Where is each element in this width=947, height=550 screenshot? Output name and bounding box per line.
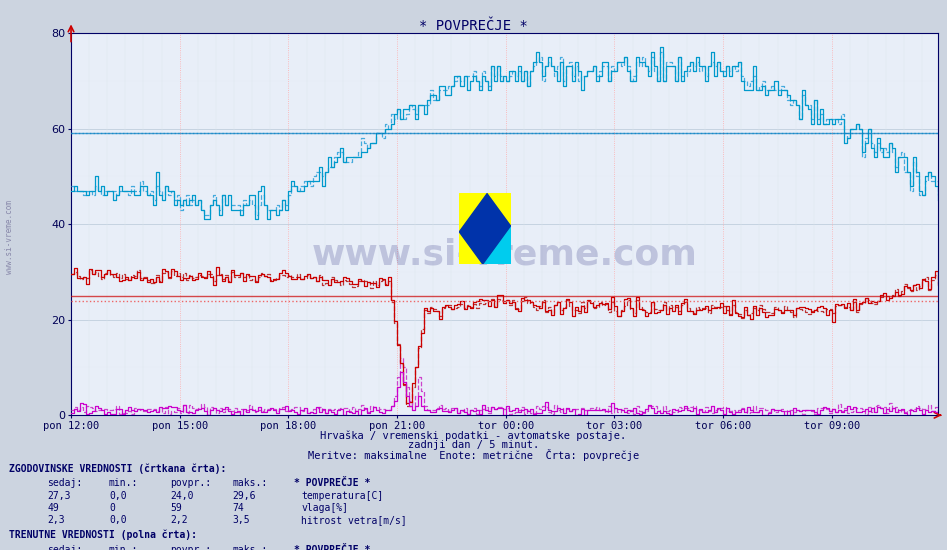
Text: 27,3: 27,3 xyxy=(47,491,71,501)
Text: Hrvaška / vremenski podatki - avtomatske postaje.: Hrvaška / vremenski podatki - avtomatske… xyxy=(320,430,627,441)
Text: Meritve: maksimalne  Enote: metrične  Črta: povprečje: Meritve: maksimalne Enote: metrične Črta… xyxy=(308,449,639,461)
Text: ZGODOVINSKE VREDNOSTI (črtkana črta):: ZGODOVINSKE VREDNOSTI (črtkana črta): xyxy=(9,463,227,474)
Polygon shape xyxy=(488,192,511,224)
Text: 0,0: 0,0 xyxy=(109,515,127,525)
Text: www.si-vreme.com: www.si-vreme.com xyxy=(312,238,697,272)
Text: TRENUTNE VREDNOSTI (polna črta):: TRENUTNE VREDNOSTI (polna črta): xyxy=(9,530,198,540)
Text: povpr.:: povpr.: xyxy=(170,545,211,550)
Text: sedaj:: sedaj: xyxy=(47,478,82,488)
Text: povpr.:: povpr.: xyxy=(170,478,211,488)
Polygon shape xyxy=(483,224,511,264)
Text: 2,2: 2,2 xyxy=(170,515,188,525)
Text: zadnji dan / 5 minut.: zadnji dan / 5 minut. xyxy=(408,440,539,450)
Text: 74: 74 xyxy=(232,503,243,513)
Text: vlaga[%]: vlaga[%] xyxy=(301,503,348,513)
Text: min.:: min.: xyxy=(109,478,138,488)
Text: 2,3: 2,3 xyxy=(47,515,65,525)
Text: 59: 59 xyxy=(170,503,182,513)
Text: sedaj:: sedaj: xyxy=(47,545,82,550)
Text: * POVPREČJE *: * POVPREČJE * xyxy=(420,19,527,33)
Text: 3,5: 3,5 xyxy=(232,515,250,525)
Text: temperatura[C]: temperatura[C] xyxy=(301,491,384,501)
Text: 0: 0 xyxy=(109,503,115,513)
Text: maks.:: maks.: xyxy=(232,478,267,488)
Text: 49: 49 xyxy=(47,503,59,513)
Text: hitrost vetra[m/s]: hitrost vetra[m/s] xyxy=(301,515,407,525)
Text: * POVPREČJE *: * POVPREČJE * xyxy=(294,545,370,550)
Text: 24,0: 24,0 xyxy=(170,491,194,501)
Text: maks.:: maks.: xyxy=(232,545,267,550)
Text: www.si-vreme.com: www.si-vreme.com xyxy=(5,200,14,273)
Text: min.:: min.: xyxy=(109,545,138,550)
Polygon shape xyxy=(459,192,511,264)
Text: * POVPREČJE *: * POVPREČJE * xyxy=(294,478,370,488)
Polygon shape xyxy=(459,192,511,264)
Text: 29,6: 29,6 xyxy=(232,491,256,501)
Text: 0,0: 0,0 xyxy=(109,491,127,501)
